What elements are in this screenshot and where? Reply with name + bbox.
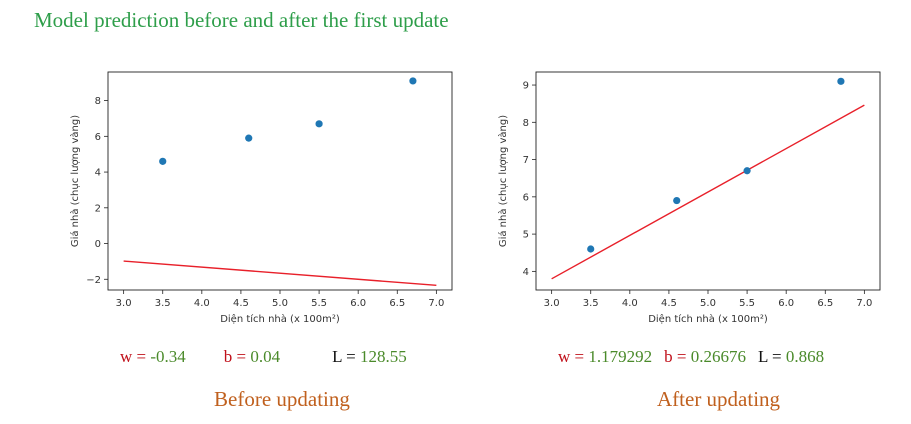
caption-after: After updating <box>657 387 781 411</box>
x-tick-label: 4.0 <box>622 298 638 309</box>
x-tick-label: 3.0 <box>544 298 560 309</box>
chart-after-updating: 3.0 3.5 4.0 4.5 5.0 5.5 6.0 6.5 7.0 4 5 6 7 8 9 Diện tí… <box>497 71 881 325</box>
x-tick-label: 7.0 <box>428 298 444 309</box>
params-after: w = 1.179292 b = 0.26676 L = 0.868 <box>558 347 824 367</box>
x-tick-label: 5.0 <box>272 298 288 309</box>
x-tick-label: 4.5 <box>233 298 249 309</box>
y-tick-label: 4 <box>523 267 529 278</box>
axes-frame <box>107 71 453 291</box>
x-tick-label: 5.0 <box>700 298 716 309</box>
caption-before: Before updating <box>214 387 350 411</box>
y-tick-label: 9 <box>523 81 529 92</box>
x-tick-label: 3.5 <box>155 298 171 309</box>
x-axis-label: Diện tích nhà (x 100m²) <box>220 313 340 325</box>
y-tick-label: 8 <box>523 118 529 129</box>
y-tick-label: 6 <box>95 132 101 143</box>
w-label: w = <box>558 347 589 366</box>
y-axis-label: Giá nhà (chục lượng vàng) <box>497 115 509 247</box>
x-tick-label: 6.5 <box>817 298 833 309</box>
figure-title: Model prediction before and after the fi… <box>34 8 449 32</box>
x-tick-label: 4.5 <box>661 298 677 309</box>
b-value: 0.26676 <box>690 347 746 366</box>
y-tick-label: 4 <box>95 168 101 179</box>
x-tick-label: 6.0 <box>350 298 366 309</box>
x-tick-label: 6.5 <box>389 298 405 309</box>
params-before: w = -0.34 b = 0.04 L = 128.55 <box>120 347 407 367</box>
x-tick-label: 7.0 <box>856 298 872 309</box>
y-tick-label: 2 <box>95 203 101 214</box>
b-label: b = <box>664 347 691 366</box>
prediction-line <box>123 260 437 287</box>
b-label: b = <box>223 347 251 366</box>
data-point <box>673 196 681 205</box>
w-value: -0.34 <box>150 347 186 366</box>
x-tick-label: 3.5 <box>583 298 599 309</box>
data-point <box>837 77 845 85</box>
prediction-line <box>551 104 865 280</box>
x-tick-label: 5.5 <box>739 298 755 309</box>
L-value: 0.868 <box>785 347 825 366</box>
y-tick-label: 5 <box>523 230 529 241</box>
data-point <box>315 120 323 128</box>
y-tick-label: 7 <box>523 155 529 166</box>
y-tick-label: 6 <box>523 192 529 203</box>
x-axis-label: Diện tích nhà (x 100m²) <box>648 313 768 325</box>
x-tick-label: 4.0 <box>194 298 210 309</box>
L-label: L = <box>332 347 360 366</box>
data-point <box>409 77 417 85</box>
data-point <box>587 245 595 253</box>
data-point <box>743 167 751 175</box>
data-point <box>245 134 253 142</box>
chart-before-updating: 3.0 3.5 4.0 4.5 5.0 5.5 6.0 6.5 7.0 −2 0 2 4 6 8 Diện t… <box>69 71 453 325</box>
y-tick-label: 0 <box>95 239 101 250</box>
y-axis-label: Giá nhà (chục lượng vàng) <box>69 115 81 247</box>
y-tick-label: −2 <box>86 275 101 286</box>
L-value: 128.55 <box>359 347 407 366</box>
w-value: 1.179292 <box>588 347 653 366</box>
b-value: 0.04 <box>250 347 281 366</box>
data-point <box>159 157 167 165</box>
y-tick-label: 8 <box>95 96 101 107</box>
w-label: w = <box>120 347 151 366</box>
x-tick-label: 3.0 <box>116 298 132 309</box>
axes-frame <box>535 71 881 291</box>
x-tick-label: 6.0 <box>778 298 794 309</box>
L-label: L = <box>757 347 786 366</box>
x-tick-label: 5.5 <box>311 298 327 309</box>
